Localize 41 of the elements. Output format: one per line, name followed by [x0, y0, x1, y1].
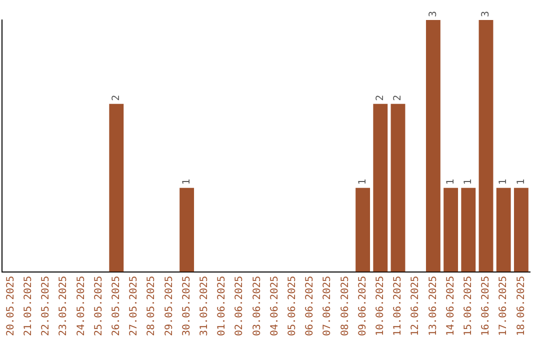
- x-tick-label: 06.06.2025: [304, 276, 316, 336]
- x-tick-label: 28.05.2025: [146, 276, 158, 336]
- x-tick-label: 10.06.2025: [374, 276, 386, 336]
- data-label: 1: [357, 178, 368, 185]
- x-tick-label: 25.05.2025: [93, 276, 104, 336]
- x-tick-label: 20.05.2025: [5, 276, 16, 336]
- x-tick-label: 08.06.2025: [340, 276, 351, 336]
- data-label: 2: [110, 94, 122, 101]
- x-tick-label: 29.05.2025: [164, 276, 175, 336]
- x-tick-label: 26.05.2025: [110, 276, 122, 336]
- data-label: 1: [445, 178, 456, 185]
- x-tick-label: 12.06.2025: [410, 276, 422, 336]
- data-label: 1: [498, 178, 510, 185]
- x-tick-label: 22.05.2025: [40, 276, 52, 336]
- x-tick-label: 16.06.2025: [480, 276, 492, 336]
- x-tick-label: 09.06.2025: [357, 276, 368, 336]
- x-tick-label: 05.06.2025: [286, 276, 298, 336]
- x-tick-label: 30.05.2025: [181, 276, 192, 336]
- x-tick-label: 01.06.2025: [216, 276, 228, 336]
- x-tick-label: 04.06.2025: [269, 276, 280, 336]
- data-label: 1: [181, 178, 192, 185]
- x-tick-label: 03.06.2025: [252, 276, 263, 336]
- x-tick-label: 13.06.2025: [428, 276, 439, 336]
- data-label: 3: [428, 10, 439, 17]
- x-tick-label: 07.06.2025: [322, 276, 334, 336]
- x-tick-label: 24.05.2025: [76, 276, 87, 336]
- x-tick-label: 31.05.2025: [198, 276, 210, 336]
- data-label: 3: [480, 10, 492, 17]
- x-tick-label: 23.05.2025: [58, 276, 70, 336]
- x-tick-label: 17.06.2025: [498, 276, 510, 336]
- data-label: 2: [392, 94, 404, 101]
- data-label: 1: [516, 178, 527, 185]
- data-label: 1: [462, 178, 474, 185]
- x-tick-label: 11.06.2025: [392, 276, 404, 336]
- x-tick-label: 14.06.2025: [445, 276, 456, 336]
- data-label: 2: [374, 94, 386, 101]
- x-tick-label: 27.05.2025: [128, 276, 140, 336]
- x-tick-label: 15.06.2025: [462, 276, 474, 336]
- x-tick-label: 02.06.2025: [234, 276, 246, 336]
- x-tick-label: 21.05.2025: [22, 276, 34, 336]
- x-tick-label: 18.06.2025: [516, 276, 527, 336]
